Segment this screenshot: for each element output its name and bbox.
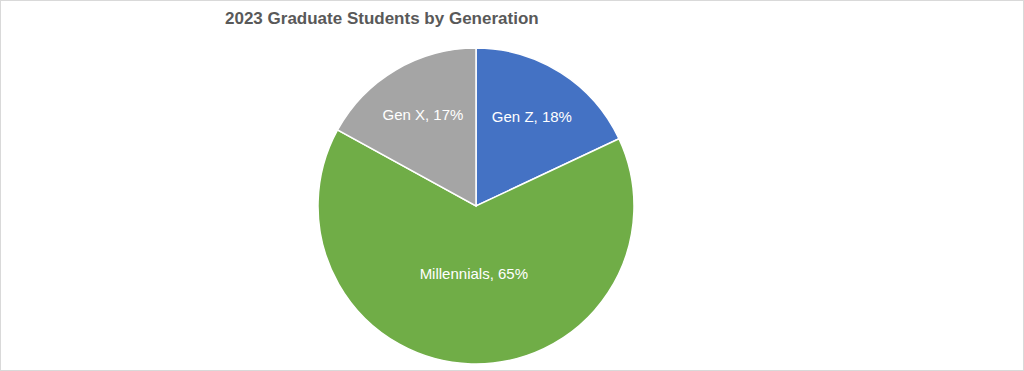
svg-text:Millennials, 65%: Millennials, 65%	[420, 265, 528, 282]
html-text:2023 Graduate Students by Gene: 2023 Graduate Students by Generation	[225, 9, 539, 28]
svg-text:Gen Z, 18%: Gen Z, 18%	[492, 108, 572, 125]
svg-text:Gen X, 17%: Gen X, 17%	[382, 106, 463, 123]
